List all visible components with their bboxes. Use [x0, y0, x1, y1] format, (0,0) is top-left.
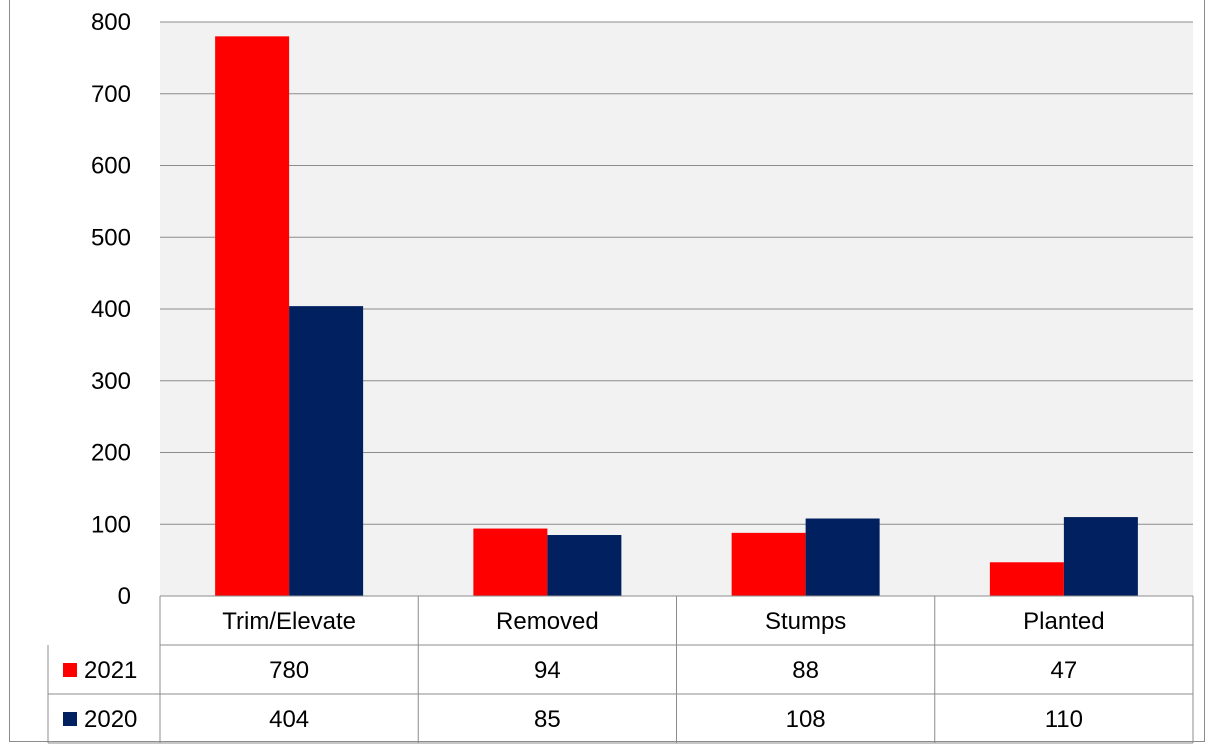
y-axis-labels: 0 100 200 300 400 500 600 700 800 [91, 9, 131, 610]
bar-2020-planted [1063, 517, 1138, 596]
y-tick-label: 700 [91, 81, 131, 108]
legend-key-2020 [63, 712, 77, 726]
y-tick-label: 0 [118, 583, 131, 610]
table-value: 47 [1051, 657, 1078, 684]
y-tick-label: 400 [91, 296, 131, 323]
category-label: Planted [1023, 608, 1104, 635]
y-tick-label: 300 [91, 368, 131, 395]
bars [215, 36, 1138, 597]
table-value: 780 [269, 657, 309, 684]
table-value: 85 [534, 706, 561, 733]
bar-2021-planted [989, 562, 1064, 596]
bar-2021-trim-elevate [215, 36, 290, 597]
data-table: Trim/Elevate Removed Stumps Planted 2021 780 9… [47, 595, 1194, 744]
y-tick-label: 200 [91, 440, 131, 467]
bar-2021-removed [473, 528, 548, 596]
legend-label: 2020 [84, 706, 137, 733]
y-tick-label: 800 [91, 9, 131, 36]
table-value: 404 [269, 706, 309, 733]
table-value: 110 [1045, 706, 1083, 733]
table-value: 108 [786, 706, 826, 733]
legend-label: 2021 [84, 657, 137, 684]
y-tick-label: 500 [91, 224, 131, 251]
table-value: 88 [792, 657, 819, 684]
chart-frame [9, 0, 1205, 742]
category-label: Stumps [765, 608, 846, 635]
category-label: Removed [496, 608, 599, 635]
y-tick-label: 600 [91, 153, 131, 180]
y-tick-label: 100 [91, 511, 131, 538]
bar-2020-removed [547, 535, 622, 596]
legend-key-2021 [63, 663, 77, 677]
bar-2020-stumps [805, 518, 880, 596]
table-value: 94 [534, 657, 561, 684]
bar-2020-trim-elevate [289, 306, 364, 596]
bar-2021-stumps [731, 532, 806, 596]
category-label: Trim/Elevate [222, 608, 356, 635]
